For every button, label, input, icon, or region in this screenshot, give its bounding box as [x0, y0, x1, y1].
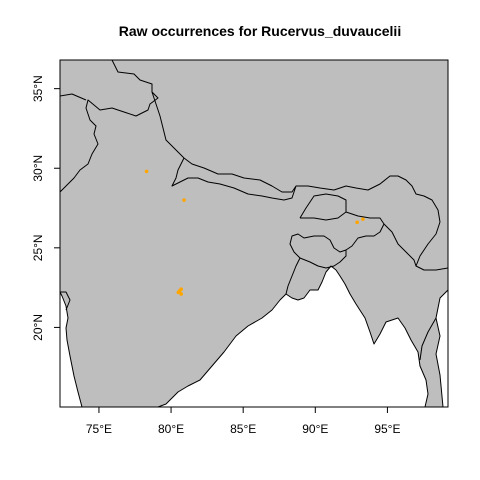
occurrence-point [182, 198, 186, 202]
border-nepal [171, 157, 297, 201]
border-india-china-north [151, 91, 185, 159]
border-myanmar [415, 221, 448, 271]
border-northeast-india [285, 211, 385, 295]
y-tick-label: 20°N [31, 314, 45, 341]
x-tick-label: 85°E [230, 422, 256, 436]
occurrence-points [144, 169, 365, 296]
occurrence-point [361, 217, 365, 221]
map-plot-area [60, 60, 448, 407]
map-title: Raw occurrences for Rucervus_duvaucelii [119, 23, 401, 39]
occurrence-point [144, 169, 149, 174]
y-tick-label: 30°N [31, 155, 45, 182]
border-pakistan-india [60, 60, 159, 193]
border-kashmir [60, 93, 87, 101]
border-china-tibet [296, 175, 441, 223]
occurrence-point [355, 220, 359, 225]
border-sri-lanka-coast [60, 291, 71, 311]
border-myanmar-thailand [419, 317, 437, 361]
occurrence-point [179, 287, 183, 292]
land-mass [60, 60, 448, 407]
x-tick-label: 75°E [86, 422, 112, 436]
x-tick-label: 90°E [302, 422, 328, 436]
border-bangladesh [299, 250, 347, 269]
x-tick-label: 95°E [374, 422, 400, 436]
border-bhutan [299, 193, 347, 221]
y-axis: 20°N 25°N 30°N 35°N [31, 75, 61, 341]
x-tick-label: 80°E [158, 422, 184, 436]
occurrence-point [176, 290, 181, 295]
occurrence-point [179, 292, 183, 296]
x-axis: 75°E 80°E 85°E 90°E 95°E [86, 406, 400, 436]
y-tick-label: 35°N [31, 75, 45, 102]
border-myanmar-east [383, 223, 417, 267]
y-tick-label: 25°N [31, 234, 45, 261]
